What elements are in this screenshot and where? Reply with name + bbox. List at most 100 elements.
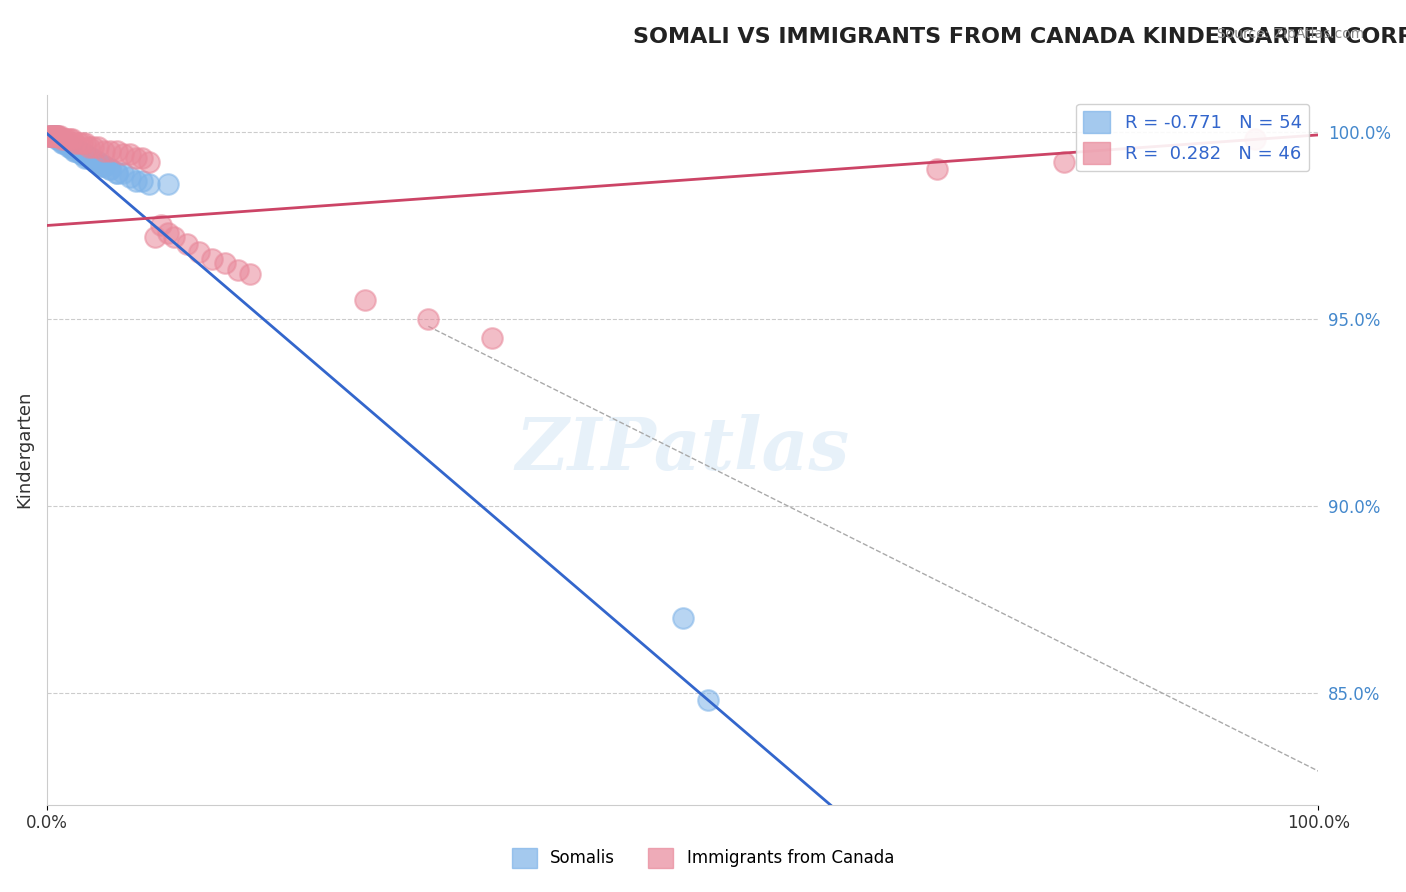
Point [150,219,173,233]
Point [44,128,66,143]
Point [53,136,76,151]
Point [46,128,69,143]
Point [56,132,79,146]
Point [39,128,62,143]
Point [48,132,70,146]
Point [38,128,60,143]
Point [100,162,122,177]
Point [80,151,103,165]
Point [112,147,135,161]
Point [105,166,128,180]
Point [39,128,62,143]
Point [51,132,73,146]
Point [77,140,100,154]
Point [46,128,69,143]
Point [41,128,63,143]
Point [55,136,77,151]
Point [925,162,948,177]
Point [156,226,179,240]
Point [42,128,65,143]
Point [82,140,104,154]
Point [418,311,440,326]
Point [60,140,83,154]
Point [87,154,110,169]
Point [51,132,73,146]
Text: ZIPatlas: ZIPatlas [516,414,849,485]
Point [176,237,198,252]
Point [138,154,160,169]
Point [63,136,86,151]
Point [51,136,73,151]
Point [125,173,148,187]
Point [131,173,153,187]
Point [353,293,375,307]
Legend: Somalis, Immigrants from Canada: Somalis, Immigrants from Canada [505,841,901,875]
Point [105,144,128,158]
Point [53,132,76,146]
Point [60,140,83,154]
Point [73,151,96,165]
Point [93,159,115,173]
Point [87,140,110,154]
Point [84,154,107,169]
Y-axis label: Kindergarten: Kindergarten [15,391,32,508]
Point [72,147,94,161]
Point [118,169,141,184]
Point [58,140,80,154]
Point [239,267,262,281]
Text: Source: ZipAtlas.com: Source: ZipAtlas.com [1216,27,1364,41]
Point [100,144,122,158]
Point [163,229,186,244]
Point [76,151,98,165]
Point [38,128,60,143]
Point [44,128,66,143]
Point [73,136,96,151]
Point [49,132,72,146]
Point [67,136,90,151]
Point [72,136,94,151]
Point [56,136,79,151]
Point [100,162,122,177]
Point [214,256,236,270]
Point [1243,132,1265,146]
Point [671,611,693,625]
Point [45,128,67,143]
Text: SOMALI VS IMMIGRANTS FROM CANADA KINDERGARTEN CORRELATION CHART: SOMALI VS IMMIGRANTS FROM CANADA KINDERG… [633,27,1406,46]
Point [45,128,67,143]
Point [37,128,59,143]
Point [156,178,179,192]
Point [60,132,83,146]
Point [59,140,82,154]
Point [67,144,90,158]
Point [90,159,112,173]
Point [697,693,720,707]
Point [93,159,115,173]
Point [41,128,63,143]
Point [48,132,70,146]
Point [63,144,86,158]
Point [112,166,135,180]
Point [138,178,160,192]
Point [80,151,103,165]
Point [131,151,153,165]
Point [87,154,110,169]
Point [125,151,148,165]
Point [46,132,69,146]
Point [70,147,93,161]
Point [62,144,84,158]
Point [46,132,69,146]
Point [105,166,128,180]
Point [67,144,90,158]
Point [481,330,503,344]
Point [201,252,224,266]
Point [46,128,69,143]
Point [226,263,249,277]
Point [73,147,96,161]
Point [60,140,83,154]
Point [44,128,66,143]
Point [188,244,211,259]
Point [93,144,115,158]
Legend: R = -0.771   N = 54, R =  0.282   N = 46: R = -0.771 N = 54, R = 0.282 N = 46 [1076,103,1309,171]
Point [143,229,166,244]
Point [1053,154,1076,169]
